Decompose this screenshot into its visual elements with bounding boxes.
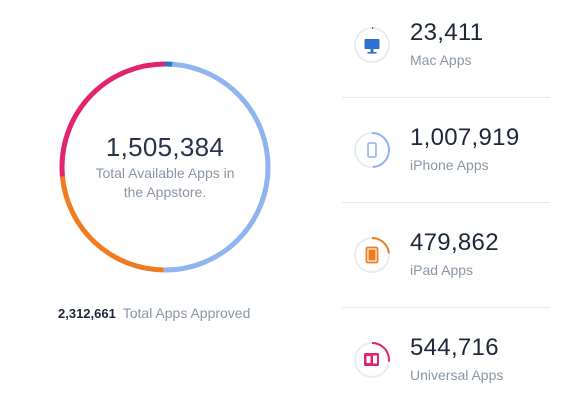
iphone-ring [354, 132, 390, 168]
phone-icon [367, 142, 377, 158]
universal-ring [354, 342, 390, 378]
tablet-icon [365, 246, 379, 264]
approved-count: 2,312,661 [58, 306, 116, 321]
iphone-apps-label: iPhone Apps [410, 157, 489, 173]
total-available-value: 1,505,384 [105, 132, 225, 162]
total-available-label: Total Available Apps in the Appstore. [95, 165, 235, 200]
approved-label: Total Apps Approved [122, 305, 251, 321]
divider [342, 97, 550, 98]
donut-segment-iphone [59, 61, 271, 273]
ipad-apps-count: 479,862 [410, 229, 499, 256]
stat-iphone-apps: 1,007,919 iPhone Apps [342, 104, 550, 208]
universal-apps-label: Universal Apps [410, 367, 504, 383]
mac-apps-label: Mac Apps [410, 52, 472, 68]
desktop-icon [364, 39, 380, 54]
universal-apps-count: 544,716 [410, 334, 499, 361]
donut-segment-universal [59, 61, 271, 273]
stat-mac-apps: 23,411 Mac Apps [342, 0, 550, 104]
divider [342, 307, 550, 308]
apps-donut-chart [59, 61, 271, 273]
ipad-ring [354, 237, 390, 273]
universal-devices-icon [364, 353, 379, 366]
donut-segments [59, 61, 271, 273]
divider [342, 202, 550, 203]
total-approved: 2,312,661 Total Apps Approved [58, 305, 250, 321]
stat-universal-apps: 544,716 Universal Apps [342, 314, 550, 418]
ipad-apps-label: iPad Apps [410, 262, 474, 278]
mac-apps-count: 23,411 [410, 19, 484, 46]
mac-ring [354, 27, 390, 63]
donut-center: 1,505,384 Total Available Apps in the Ap… [58, 60, 272, 274]
iphone-apps-count: 1,007,919 [410, 124, 520, 151]
stat-ipad-apps: 479,862 iPad Apps [342, 209, 550, 313]
